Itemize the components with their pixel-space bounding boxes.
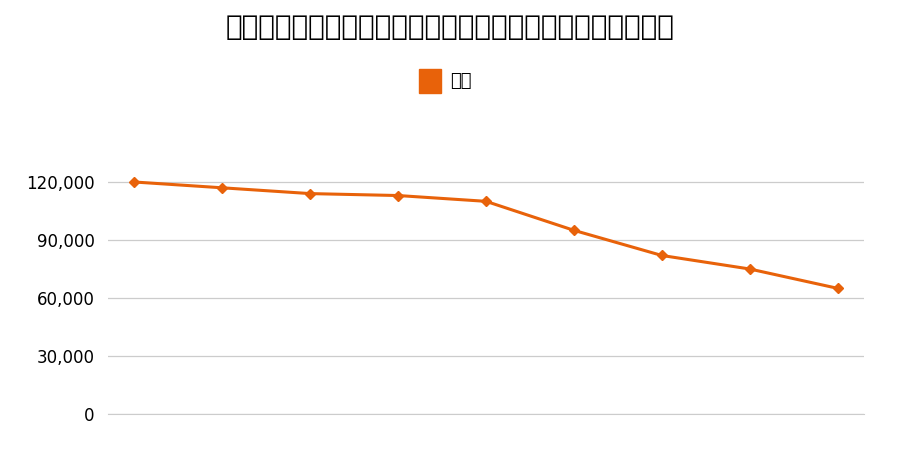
Text: 香川県仲多度郡満濃町大字四条字東村６１８番１の地価推移: 香川県仲多度郡満濃町大字四条字東村６１８番１の地価推移	[226, 14, 674, 41]
Text: 価格: 価格	[450, 72, 472, 90]
